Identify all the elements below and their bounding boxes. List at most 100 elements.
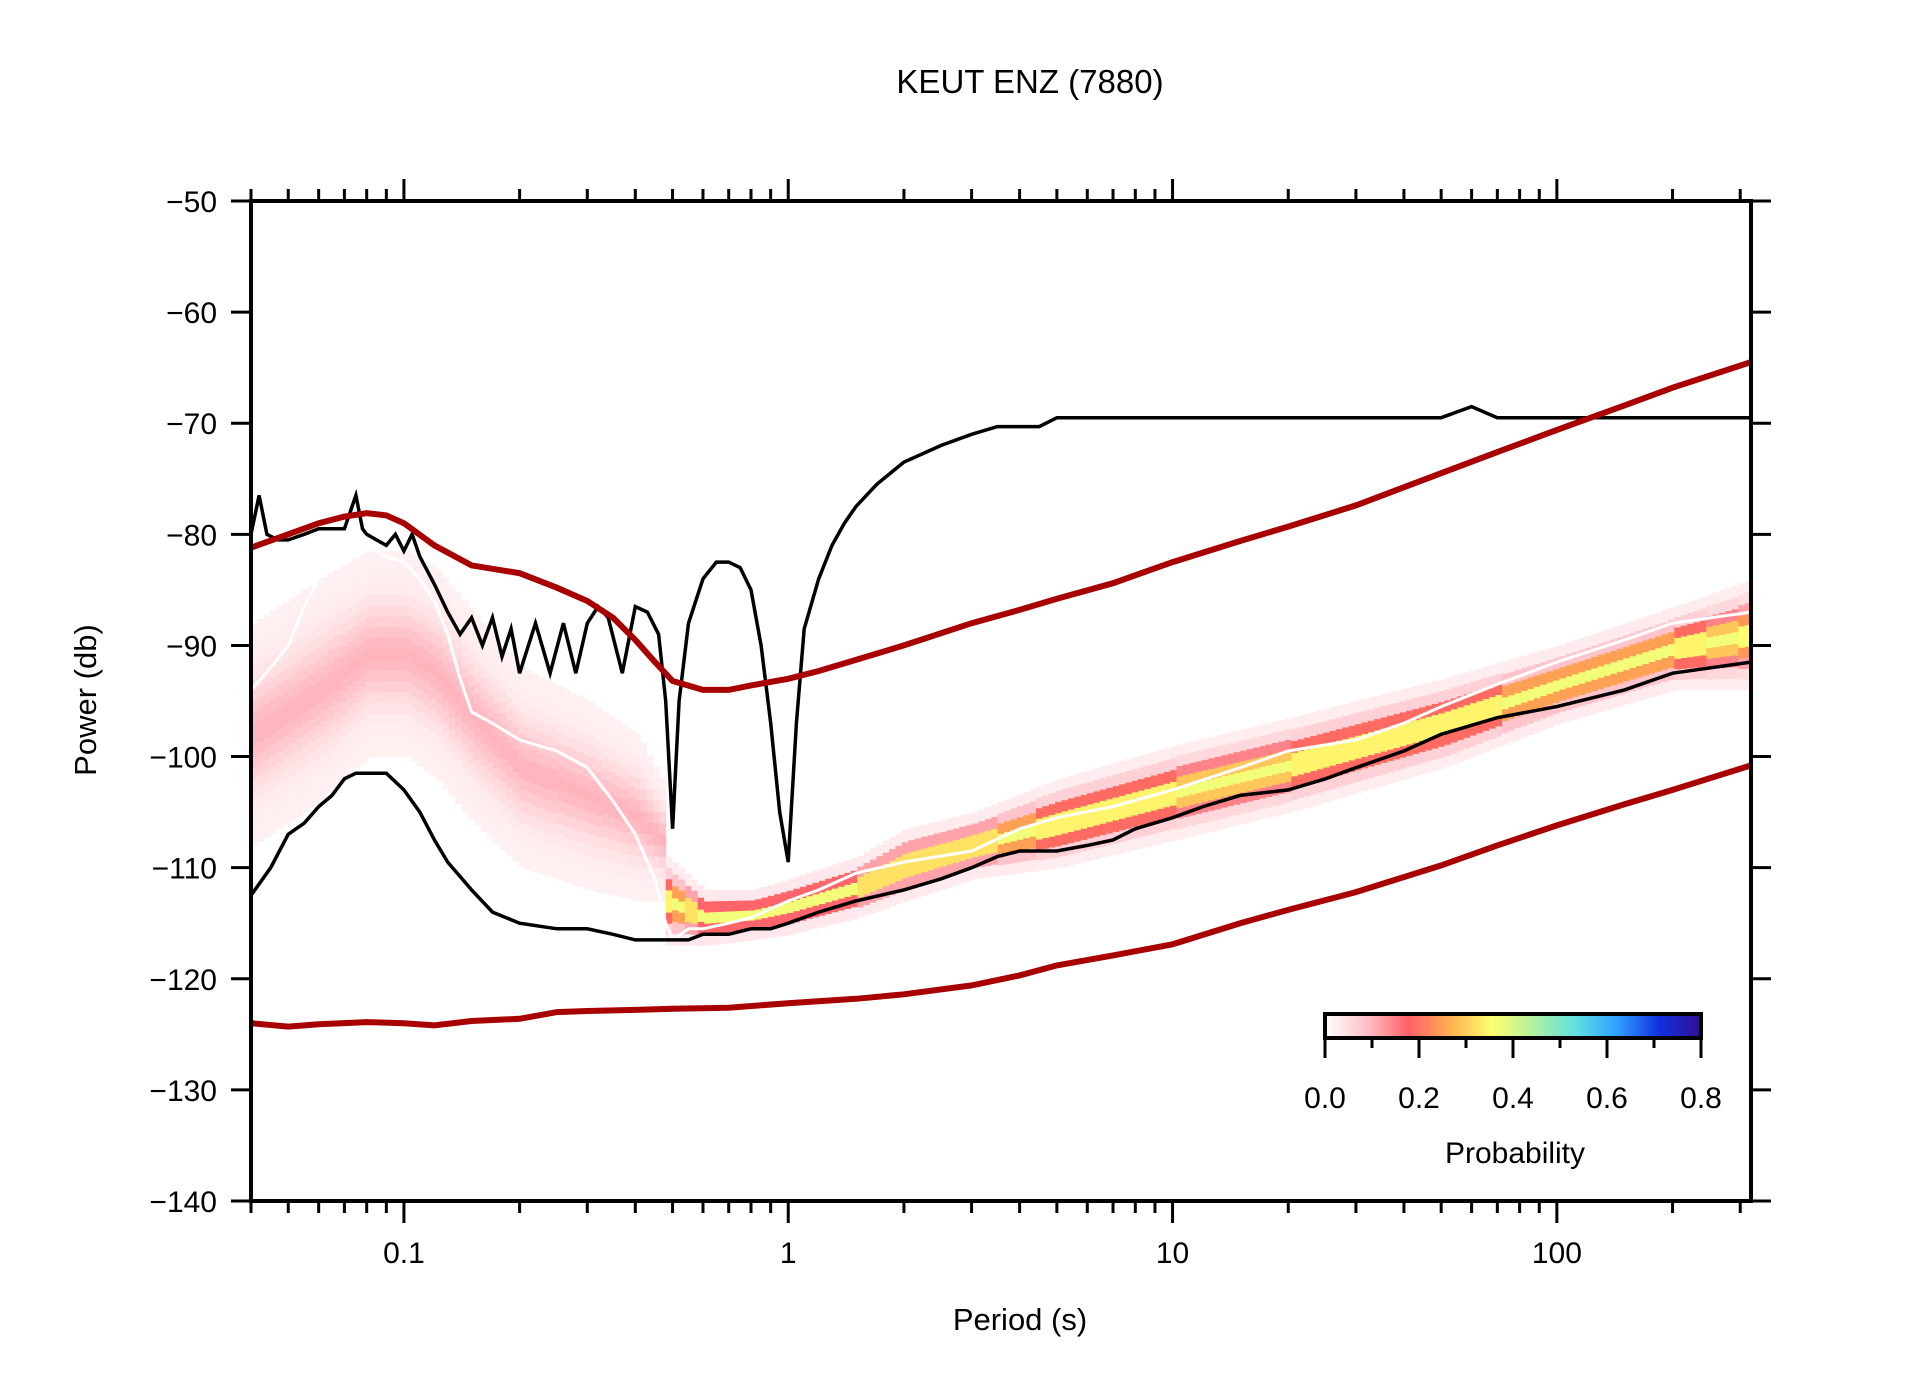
pdf-cell: [531, 805, 539, 818]
pdf-cell: [1259, 808, 1267, 820]
pdf-cell: [1087, 826, 1094, 839]
pdf-cell: [314, 603, 322, 616]
pdf-cell: [448, 707, 456, 719]
pdf-cell: [1521, 713, 1529, 726]
pdf-cell: [550, 769, 558, 782]
pdf-cell: [1508, 694, 1516, 708]
pdf-cell: [423, 704, 431, 717]
pdf-cell: [1310, 793, 1318, 807]
pdf-cell: [391, 670, 399, 682]
pdf-cell: [1157, 761, 1165, 774]
pdf-cell: [1227, 795, 1235, 807]
pdf-cell: [857, 855, 865, 867]
pdf-cell: [1476, 700, 1484, 712]
pdf-cell: [276, 728, 284, 741]
pdf-cell: [1227, 732, 1235, 744]
pdf-cell: [1278, 761, 1286, 773]
pdf-cell: [659, 845, 667, 857]
pdf-cell: [799, 886, 807, 899]
pdf-cell: [652, 889, 660, 902]
pdf-cell: [518, 689, 526, 701]
pdf-cell: [308, 596, 316, 609]
pdf-cell: [416, 700, 424, 712]
pdf-cell: [1597, 665, 1605, 678]
pdf-cell: [289, 742, 297, 755]
pdf-cell: [550, 715, 558, 727]
pdf-cell: [1636, 688, 1643, 701]
pdf-cell: [378, 659, 386, 671]
pdf-cell: [1546, 648, 1554, 661]
pdf-cell: [302, 711, 309, 724]
pdf-cell: [1265, 733, 1273, 745]
pdf-cell: [1029, 801, 1037, 814]
pdf-cell: [538, 753, 546, 765]
pdf-cell: [1029, 824, 1037, 837]
pdf-cell: [761, 917, 769, 929]
pdf-cell: [1578, 705, 1586, 718]
pdf-cell: [1674, 668, 1682, 680]
pdf-cell: [487, 684, 494, 697]
pdf-cell: [1233, 772, 1241, 784]
pdf-cell: [1655, 624, 1663, 637]
pdf-cell: [589, 823, 597, 836]
pdf-cell: [1316, 710, 1324, 723]
pdf-cell: [627, 728, 635, 741]
y-tick-label: −100: [149, 742, 217, 775]
pdf-cell: [544, 701, 552, 714]
pdf-cell: [518, 811, 526, 824]
pdf-cell: [825, 866, 833, 879]
pdf-cell: [544, 756, 552, 768]
pdf-cell: [448, 718, 456, 730]
pdf-cell: [257, 785, 265, 798]
pdf-cell: [1227, 816, 1235, 828]
pdf-cell: [927, 822, 935, 836]
pdf-cell: [1195, 813, 1203, 825]
pdf-cell: [614, 786, 622, 798]
pdf-cell: [1112, 785, 1120, 798]
pdf-cell: [576, 863, 584, 876]
pdf-cell: [1297, 727, 1305, 740]
pdf-cell: [378, 561, 386, 574]
y-tick-label: −80: [166, 519, 217, 552]
pdf-cell: [787, 912, 794, 924]
pdf-cell: [506, 663, 514, 676]
pdf-cell: [595, 804, 603, 817]
pdf-cell: [1597, 631, 1605, 644]
pdf-cell: [308, 785, 316, 798]
pdf-cell: [933, 856, 941, 869]
pdf-cell: [251, 823, 258, 835]
pdf-cell: [729, 931, 737, 943]
pdf-cell: [640, 788, 648, 801]
pdf-cell: [889, 837, 897, 850]
pdf-cell: [372, 745, 380, 758]
pdf-cell: [461, 666, 469, 679]
pdf-cell: [1170, 805, 1177, 818]
pdf-cell: [410, 750, 418, 762]
pdf-cell: [838, 910, 845, 923]
pdf-cell: [442, 577, 450, 589]
pdf-cell: [455, 648, 463, 660]
pdf-cell: [289, 720, 297, 732]
pdf-cell: [448, 662, 456, 675]
pdf-cell: [748, 899, 756, 911]
pdf-cell: [314, 736, 322, 749]
pdf-cell: [1412, 742, 1420, 754]
pdf-cell: [327, 694, 335, 706]
pdf-cell: [314, 792, 322, 805]
pdf-cell: [1182, 784, 1190, 796]
pdf-cell: [627, 740, 635, 753]
pdf-cell: [327, 672, 335, 684]
pdf-cell: [1004, 863, 1011, 876]
pdf-cell: [1591, 667, 1599, 680]
pdf-cell: [1004, 810, 1011, 822]
pdf-cell: [652, 856, 660, 868]
pdf-cell: [1380, 728, 1388, 741]
pdf-cell: [314, 681, 322, 693]
pdf-cell: [1476, 679, 1484, 691]
pdf-cell: [442, 721, 450, 734]
pdf-cell: [531, 860, 539, 873]
pdf-cell: [595, 772, 603, 784]
pdf-cell: [1738, 615, 1746, 627]
pdf-cell: [416, 590, 424, 603]
pdf-cell: [761, 886, 769, 898]
